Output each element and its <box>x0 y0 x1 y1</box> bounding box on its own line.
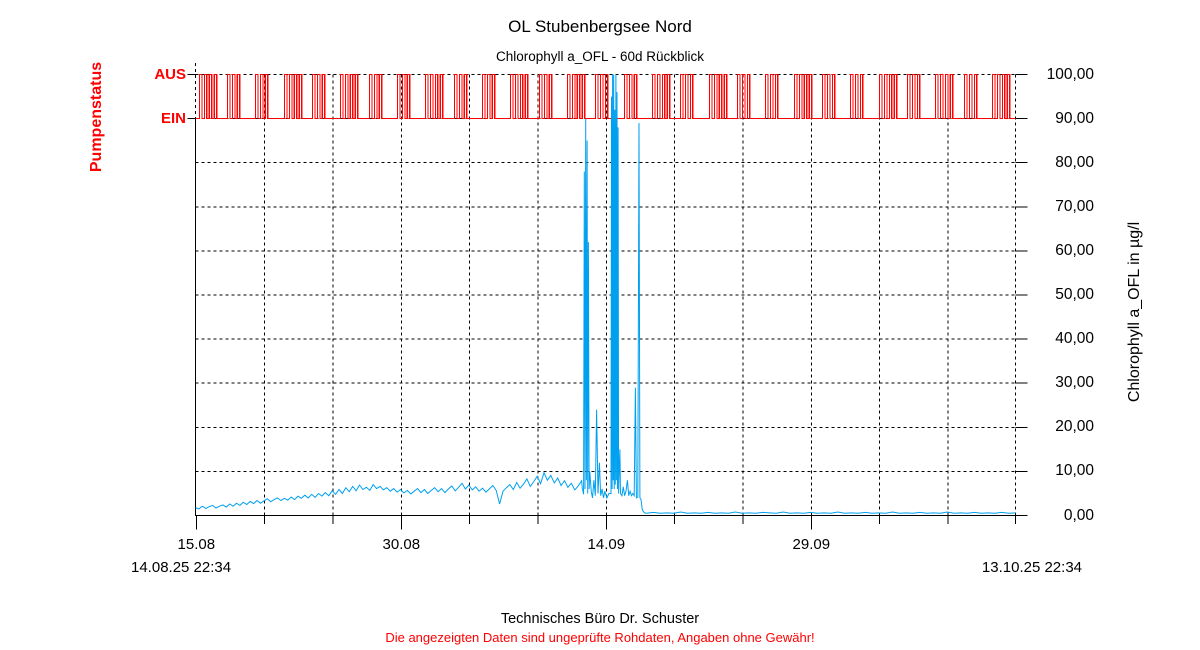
x-tick-label: 29.09 <box>792 536 831 553</box>
y-axis-title: Chlorophyll a_OFL in µg/l <box>1126 221 1143 403</box>
y-tick-label: 100,00 <box>1046 65 1094 83</box>
pump-axis-title: Pumpenstatus <box>88 61 105 173</box>
x-range-end-label: 13.10.25 22:34 <box>981 559 1082 576</box>
x-tick-label: 14.09 <box>587 536 626 553</box>
y-tick-label: 80,00 <box>1055 153 1094 171</box>
chart-title: OL Stubenbergsee Nord <box>508 17 692 36</box>
y-tick-label: 50,00 <box>1055 286 1094 303</box>
x-tick-label: 30.08 <box>382 536 421 553</box>
footer-company: Technisches Büro Dr. Schuster <box>500 611 700 627</box>
footer-disclaimer: Die angezeigten Daten sind ungeprüfte Ro… <box>385 630 815 645</box>
pump-aus-tick-label: AUS <box>154 66 186 83</box>
x-range-start-label: 14.08.25 22:34 <box>131 559 232 576</box>
pump-ein-tick-label: EIN <box>160 110 186 127</box>
y-tick-label: 70,00 <box>1055 197 1094 215</box>
y-tick-label: 30,00 <box>1055 374 1094 392</box>
y-tick-label: 60,00 <box>1055 241 1094 259</box>
x-tick-label: 15.08 <box>177 536 216 553</box>
y-tick-label: 0,00 <box>1063 506 1094 524</box>
y-tick-label: 40,00 <box>1055 330 1094 348</box>
chlorophyll-trace <box>195 74 1016 514</box>
chart-subtitle: Chlorophyll a_OFL - 60d Rückblick <box>495 49 705 64</box>
y-tick-label: 10,00 <box>1055 462 1094 480</box>
y-tick-label: 20,00 <box>1055 418 1094 436</box>
pump-status-trace <box>195 73 1016 120</box>
y-tick-label: 90,00 <box>1055 109 1094 127</box>
